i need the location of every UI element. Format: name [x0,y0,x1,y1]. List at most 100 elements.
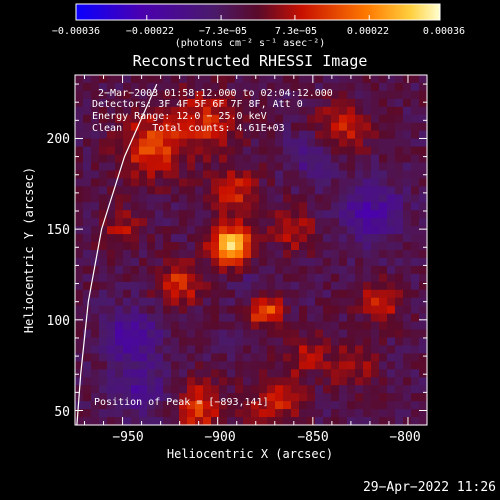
heatmap-cell [331,210,340,219]
heatmap-cell [211,353,220,362]
heatmap-cell [419,353,428,362]
heatmap-cell [91,289,100,299]
heatmap-cell [259,170,268,179]
heatmap-cell [219,106,228,116]
heatmap-cell [411,281,420,291]
heatmap-cell [195,210,204,219]
heatmap-cell [243,345,252,354]
heatmap-cell [171,75,180,84]
heatmap-cell [171,401,180,410]
heatmap-cell [163,281,172,291]
heatmap-cell [299,226,308,235]
heatmap-cell [347,257,356,267]
heatmap-cell [283,242,292,251]
heatmap-cell [211,289,220,299]
heatmap-cell [171,257,180,267]
heatmap-cell [155,417,164,426]
heatmap-cell [123,329,132,339]
heatmap-cell [107,242,116,251]
heatmap-cell [187,353,196,362]
heatmap-cell [179,130,188,140]
heatmap-cell [315,90,324,100]
heatmap-cell [267,313,276,323]
heatmap-cell [155,178,164,187]
heatmap-cell [91,178,100,187]
heatmap-cell [259,226,268,235]
heatmap-cell [251,337,260,347]
heatmap-cell [131,162,140,172]
heatmap-cell [91,98,100,108]
heatmap-cell [355,345,364,354]
heatmap-cell [419,393,428,402]
heatmap-cell [75,337,84,347]
heatmap-cell [219,345,228,354]
heatmap-cell [411,226,420,235]
heatmap-cell [363,210,372,219]
heatmap-cell [203,226,212,235]
heatmap-cell [131,82,140,92]
heatmap-cell [291,305,300,315]
heatmap-cell [371,377,380,386]
heatmap-cell [139,257,148,267]
heatmap-cell [307,90,316,100]
heatmap-cell [235,170,244,179]
heatmap-cell [331,114,340,124]
heatmap-cell [75,289,84,299]
heatmap-cell [219,353,228,362]
heatmap-cell [371,297,380,307]
heatmap-cell [155,186,164,195]
heatmap-cell [123,234,132,243]
heatmap-cell [163,297,172,307]
heatmap-cell [163,329,172,339]
heatmap-cell [163,154,172,164]
heatmap-cell [179,90,188,100]
heatmap-cell [363,138,372,148]
y-tick-label: 200 [46,132,70,147]
heatmap-cell [171,313,180,323]
heatmap-cell [211,122,220,132]
heatmap-cell [171,218,180,227]
heatmap-cell [403,401,412,410]
axis-ticks [75,75,428,425]
heatmap-cell [195,250,204,259]
heatmap-cell [275,289,284,299]
heatmap-cell [107,409,116,418]
heatmap-cell [187,114,196,124]
heatmap-cell [155,281,164,291]
x-axis-label: Heliocentric X (arcsec) [166,447,334,461]
heatmap-cell [395,345,404,354]
heatmap-cell [291,361,300,370]
heatmap-cell [275,194,284,203]
heatmap-cell [163,250,172,259]
heatmap-cell [331,377,340,386]
heatmap-cell [379,82,388,92]
heatmap-cell [227,234,236,243]
heatmap-cell [355,162,364,172]
heatmap-cell [387,170,396,179]
heatmap-cell [107,130,116,140]
heatmap-cell [179,98,188,108]
heatmap-cell [403,257,412,267]
heatmap-cell [379,321,388,331]
heatmap-cell [371,369,380,378]
heatmap-cell [251,218,260,227]
heatmap-cell [331,146,340,156]
heatmap-cell [355,321,364,331]
heatmap-cell [371,114,380,124]
heatmap-cell [403,377,412,386]
heatmap-cell [147,146,156,156]
heatmap-cell [411,186,420,195]
heatmap-cell [211,218,220,227]
heatmap-cell [339,154,348,164]
heatmap-cell [115,305,124,315]
heatmap-cell [195,305,204,315]
heatmap-cell [419,202,428,211]
heatmap-cell [283,226,292,235]
heatmap-cell [371,234,380,243]
heatmap-cell [291,265,300,275]
heatmap-cell [99,138,108,148]
heatmap-cell [195,401,204,410]
heatmap-cell [371,226,380,235]
heatmap-cell [83,409,92,418]
heatmap-cell [403,234,412,243]
